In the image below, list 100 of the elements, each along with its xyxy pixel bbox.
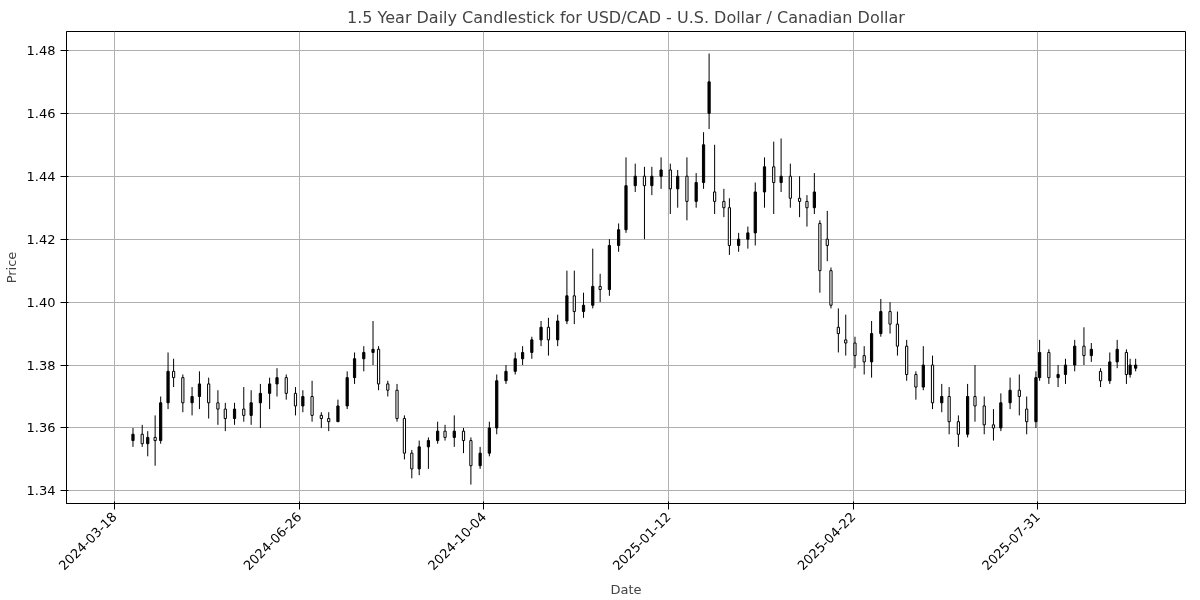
candlestick (268, 377, 272, 410)
candlestick (779, 137, 783, 193)
candlestick (1063, 358, 1068, 385)
candlestick (1025, 396, 1029, 435)
candlestick (1082, 326, 1086, 366)
candlestick (737, 232, 741, 253)
candlestick (940, 383, 944, 413)
candlestick (452, 414, 456, 448)
candlestick (853, 336, 857, 369)
candlestick (825, 210, 829, 262)
candlestick (336, 399, 340, 423)
candlestick (973, 364, 977, 423)
candlestick (659, 156, 663, 190)
candlestick (982, 396, 986, 435)
candlestick (417, 440, 421, 476)
candlestick (879, 298, 883, 338)
candlestick (478, 446, 482, 470)
candlestick (171, 358, 176, 388)
candlestick (676, 169, 680, 209)
candlestick (772, 141, 776, 215)
candlestick (914, 370, 918, 401)
candlestick (694, 172, 698, 209)
candlestick (539, 320, 543, 347)
candlestick (746, 226, 750, 250)
candlestick (812, 172, 816, 215)
candlestick (1115, 339, 1119, 369)
candlestick (581, 292, 586, 319)
candlestick (140, 424, 144, 448)
candlestick (991, 408, 996, 442)
candlestick (207, 377, 211, 420)
candlestick (888, 301, 892, 335)
candlestick (249, 389, 253, 426)
candlestick (722, 188, 726, 218)
candlestick (1073, 339, 1077, 372)
chart-title: 1.5 Year Daily Candlestick for USD/CAD - U.S. Dollar / Canadian Dollar (347, 7, 906, 27)
candlestick (327, 411, 331, 432)
y-tick-label: 1.38 (26, 357, 56, 373)
candlestick (362, 345, 366, 372)
candlestick (836, 307, 840, 353)
y-tick-label: 1.40 (26, 294, 56, 310)
candlestick (633, 163, 637, 193)
candlestick (642, 166, 647, 240)
candlestick (258, 383, 262, 429)
candlestick (410, 449, 414, 479)
candlestick (844, 314, 848, 357)
candlestick (650, 166, 654, 196)
candlestick (504, 364, 508, 385)
candlestick (436, 421, 440, 445)
candlestick (1056, 364, 1060, 388)
candlestick (1098, 367, 1103, 388)
candlestick (310, 380, 314, 423)
candlestick (598, 273, 602, 303)
candlestick (1017, 373, 1021, 416)
candlestick (513, 351, 517, 375)
candlestick (223, 402, 227, 432)
candlestick (797, 175, 802, 218)
candlestick (293, 386, 298, 416)
candlestick (1089, 342, 1093, 363)
candlestick (461, 427, 466, 454)
y-tick-label: 1.42 (26, 231, 56, 247)
x-axis-title: Date (610, 582, 642, 598)
candlestick (713, 144, 717, 215)
candlestick (301, 389, 305, 413)
y-tick-label: 1.48 (26, 42, 56, 58)
candlestick (190, 386, 194, 416)
candlestick (546, 317, 551, 357)
candlestick (895, 311, 900, 357)
candlestick (788, 163, 792, 209)
candlestick (242, 386, 246, 423)
candlestick (153, 414, 157, 467)
y-tick-label: 1.34 (26, 483, 56, 499)
candlestick (284, 373, 288, 401)
candlestick (1124, 348, 1129, 385)
candlestick (668, 163, 672, 215)
y-tick-label: 1.36 (26, 420, 56, 436)
candlestick (1108, 351, 1112, 385)
candlestick (131, 427, 135, 448)
candlestick (216, 389, 220, 426)
candlestick (805, 194, 809, 228)
y-tick-label: 1.44 (26, 168, 56, 184)
candlestick (443, 424, 447, 442)
candlestick (556, 314, 560, 347)
candlestick (520, 345, 525, 366)
candlestick (426, 436, 431, 470)
candlestick (956, 414, 960, 448)
candlestick (146, 430, 150, 457)
candlestick (921, 345, 925, 391)
y-tick-label: 1.46 (26, 105, 56, 121)
candlestick (591, 248, 595, 309)
candlestick (862, 345, 866, 375)
candlestick (1008, 377, 1012, 410)
candlestick (530, 336, 534, 360)
candlestick (572, 270, 576, 325)
candlestick (617, 222, 621, 253)
candlestick (232, 402, 237, 426)
candlestick (275, 367, 279, 398)
y-axis-title: Price (3, 251, 19, 284)
candlestick (197, 370, 202, 410)
candlestick (371, 320, 375, 366)
candlestick (352, 351, 357, 385)
